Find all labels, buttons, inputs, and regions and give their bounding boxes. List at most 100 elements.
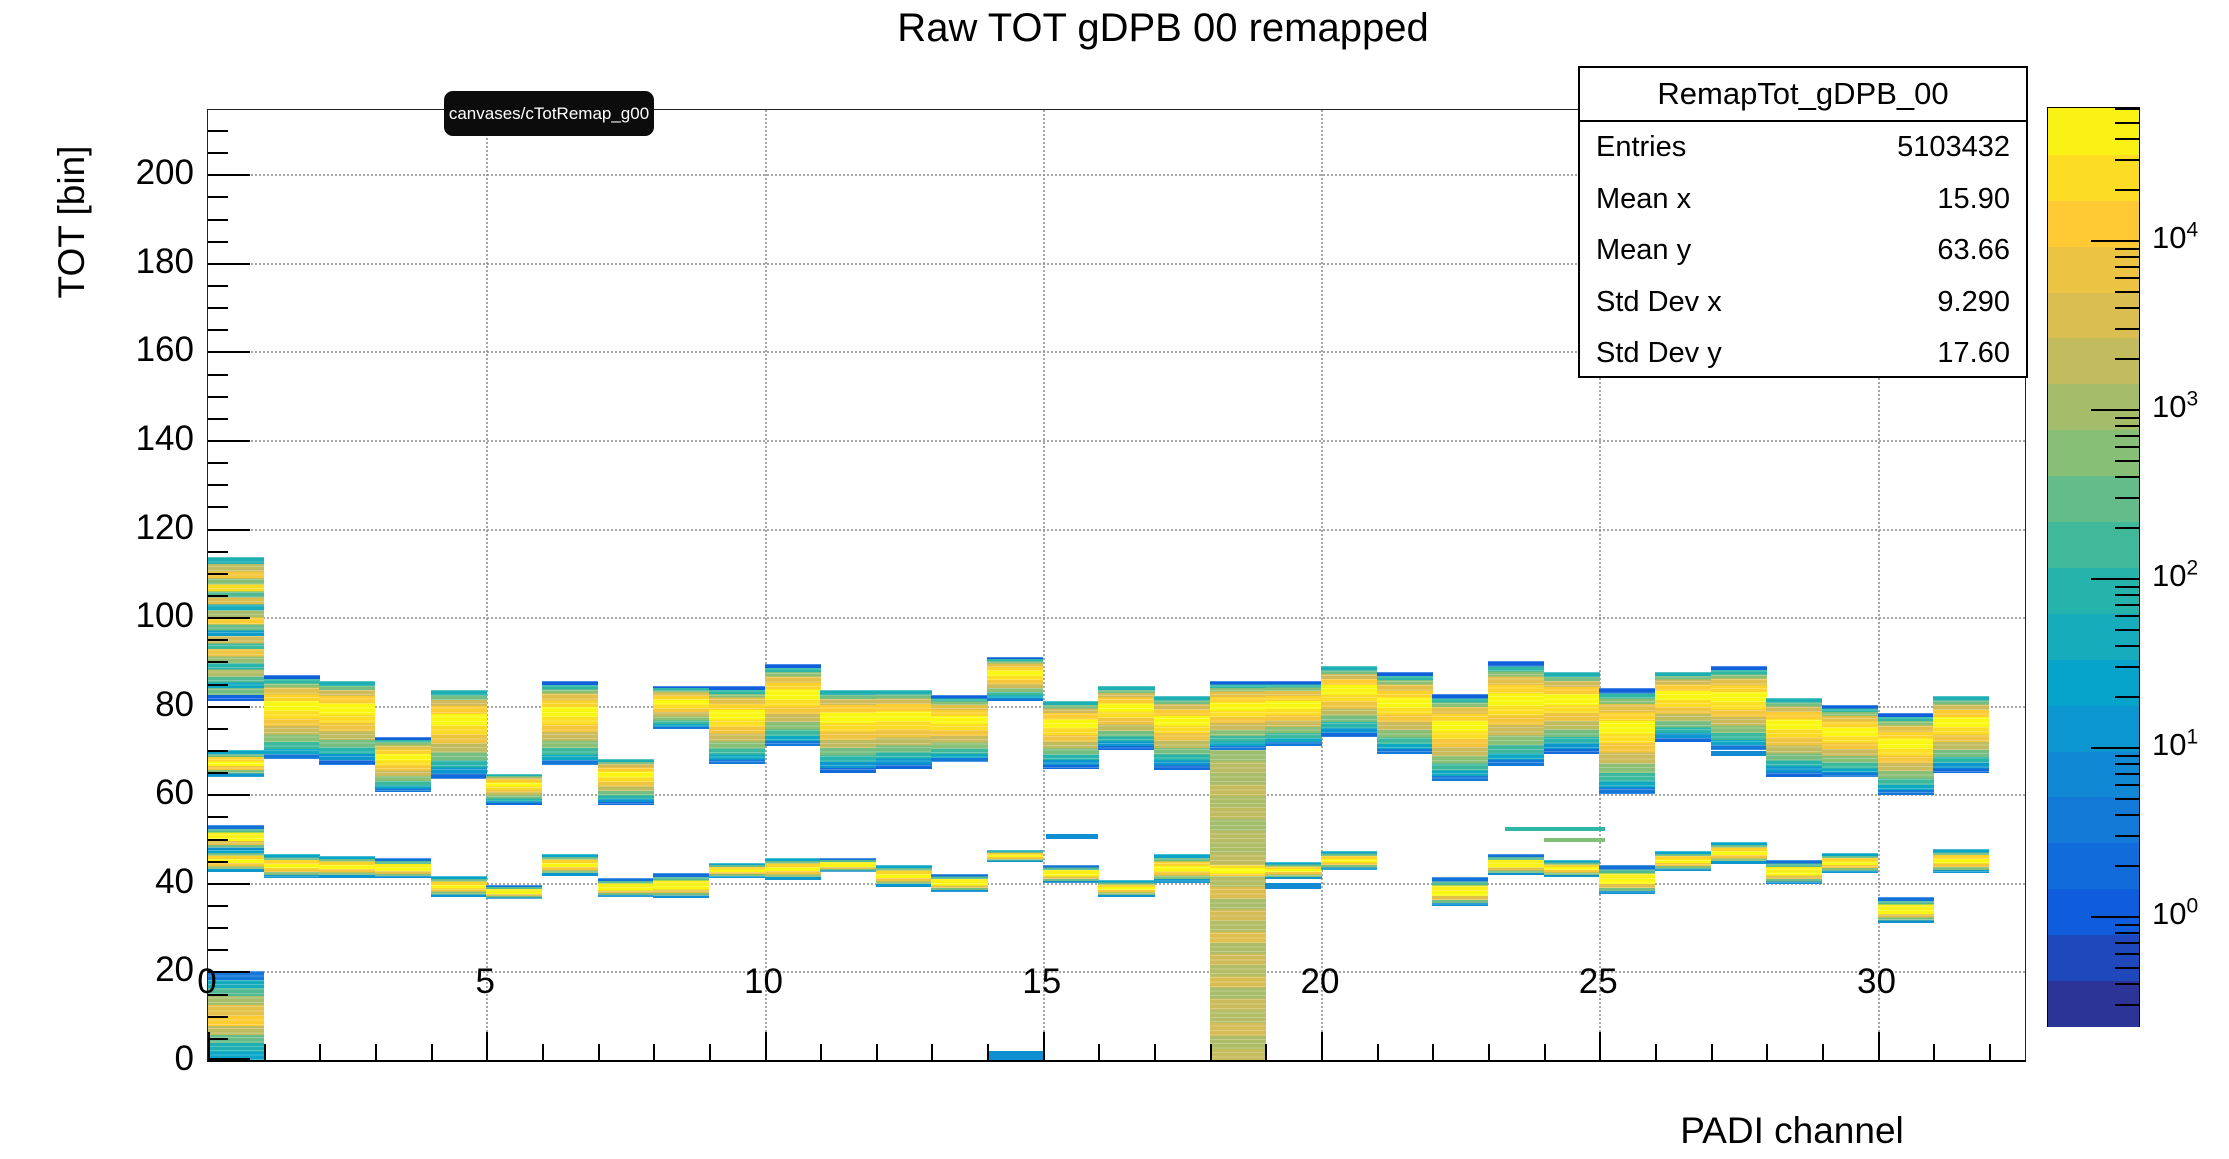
stats-row: Std Dev y 17.60 — [1580, 328, 2026, 380]
axis-tick — [430, 1044, 433, 1060]
colorbar-decade-label: 103 — [2152, 387, 2199, 424]
plot-area[interactable] — [207, 109, 2026, 1062]
y-tick-label: 120 — [135, 507, 194, 547]
histogram-band — [1209, 865, 1266, 877]
colorbar-minor-tick — [2115, 953, 2139, 956]
axis-tick — [931, 1044, 934, 1060]
axis-tick — [208, 749, 228, 752]
histogram-band — [1154, 695, 1211, 770]
colorbar-minor-tick — [2115, 966, 2139, 969]
x-tick-label: 30 — [1857, 962, 1896, 1001]
colorbar-minor-tick — [2115, 932, 2139, 935]
axis-tick — [208, 506, 228, 509]
y-tick-label: 180 — [135, 241, 194, 281]
histogram-band — [653, 872, 710, 899]
histogram-band — [1766, 697, 1823, 777]
colorbar-minor-tick — [2115, 247, 2139, 250]
colorbar-minor-tick — [2115, 446, 2139, 449]
colorbar-minor-tick — [2115, 983, 2139, 986]
axis-tick — [597, 1044, 600, 1060]
gridline-v — [1321, 110, 1324, 1060]
colorbar-minor-tick — [2115, 527, 2139, 530]
colorbar-step — [2048, 108, 2139, 155]
histogram-band — [1209, 876, 1266, 1060]
colorbar-step — [2048, 245, 2139, 293]
histogram-band — [987, 849, 1044, 862]
axis-tick — [1543, 1044, 1546, 1060]
histogram-band — [430, 690, 487, 779]
histogram-band — [374, 736, 432, 793]
histogram-band — [931, 873, 988, 892]
colorbar-minor-tick — [2115, 328, 2139, 331]
histogram-band — [1654, 850, 1712, 871]
axis-tick — [1599, 1032, 1602, 1060]
axis-tick — [1209, 1044, 1212, 1060]
colorbar-minor-tick — [2115, 138, 2139, 141]
x-axis-title: PADI channel — [1680, 1110, 1904, 1151]
axis-tick — [208, 705, 250, 708]
axis-tick — [875, 1044, 878, 1060]
histogram-band — [486, 885, 543, 899]
stats-row: Mean y 63.66 — [1580, 225, 2026, 277]
axis-tick — [208, 417, 228, 420]
axis-tick — [208, 661, 228, 664]
colorbar[interactable] — [2047, 107, 2140, 1027]
colorbar-decade-label: 104 — [2152, 218, 2199, 255]
stats-box[interactable]: RemapTot_gDPB_00 Entries 5103432 Mean x 15.… — [1578, 66, 2028, 378]
axis-tick — [208, 683, 228, 686]
axis-tick — [208, 927, 228, 930]
colorbar-major-tick — [2091, 747, 2139, 749]
histogram-band — [1209, 681, 1266, 750]
stats-row-label: Std Dev x — [1596, 285, 1722, 318]
colorbar-minor-tick — [2115, 189, 2139, 192]
stats-box-title: RemapTot_gDPB_00 — [1580, 68, 2026, 122]
histogram-band — [1154, 854, 1211, 883]
stats-row: Mean x 15.90 — [1580, 174, 2026, 226]
histogram-band — [1599, 865, 1656, 894]
histogram-band — [1821, 852, 1878, 873]
axis-tick — [208, 904, 228, 907]
axis-tick — [1654, 1044, 1657, 1060]
axis-tick — [1432, 1044, 1435, 1060]
axis-tick — [208, 218, 228, 221]
axis-tick — [208, 1058, 250, 1060]
y-tick-label: 20 — [155, 950, 194, 990]
colorbar-step — [2048, 291, 2139, 339]
histogram-band — [931, 694, 988, 762]
histogram-band — [1543, 671, 1600, 755]
colorbar-minor-tick — [2115, 121, 2139, 124]
axis-tick — [208, 395, 228, 398]
histogram-band — [1487, 854, 1545, 875]
gridline-v — [486, 110, 489, 1060]
gridline-h — [208, 262, 2025, 265]
axis-tick — [208, 196, 228, 199]
histogram-band — [486, 774, 543, 806]
axis-tick — [208, 594, 228, 597]
axis-tick — [208, 174, 250, 177]
axis-tick — [208, 528, 250, 531]
y-tick-label: 40 — [155, 861, 194, 901]
colorbar-minor-tick — [2115, 773, 2139, 776]
histogram-band — [1543, 859, 1600, 877]
y-tick-label: 100 — [135, 596, 194, 636]
histogram-band — [1877, 712, 1934, 796]
histogram-band — [1432, 876, 1489, 906]
colorbar-step — [2048, 199, 2139, 247]
stats-row: Entries 5103432 — [1580, 122, 2026, 174]
axis-tick — [374, 1044, 377, 1060]
axis-tick — [263, 1044, 266, 1060]
axis-tick — [653, 1044, 656, 1060]
histogram-band — [1877, 897, 1934, 924]
axis-tick — [1154, 1044, 1157, 1060]
histogram-band — [319, 856, 376, 879]
histogram-line — [1710, 751, 1767, 757]
gridline-v — [1599, 110, 1602, 1060]
histogram-band — [541, 854, 599, 877]
gridline-h — [208, 794, 2025, 797]
colorbar-minor-tick — [2115, 425, 2139, 428]
colorbar-minor-tick — [2115, 628, 2139, 631]
axis-tick — [1098, 1044, 1101, 1060]
colorbar-minor-tick — [2115, 1004, 2139, 1007]
histogram-band — [208, 849, 265, 872]
